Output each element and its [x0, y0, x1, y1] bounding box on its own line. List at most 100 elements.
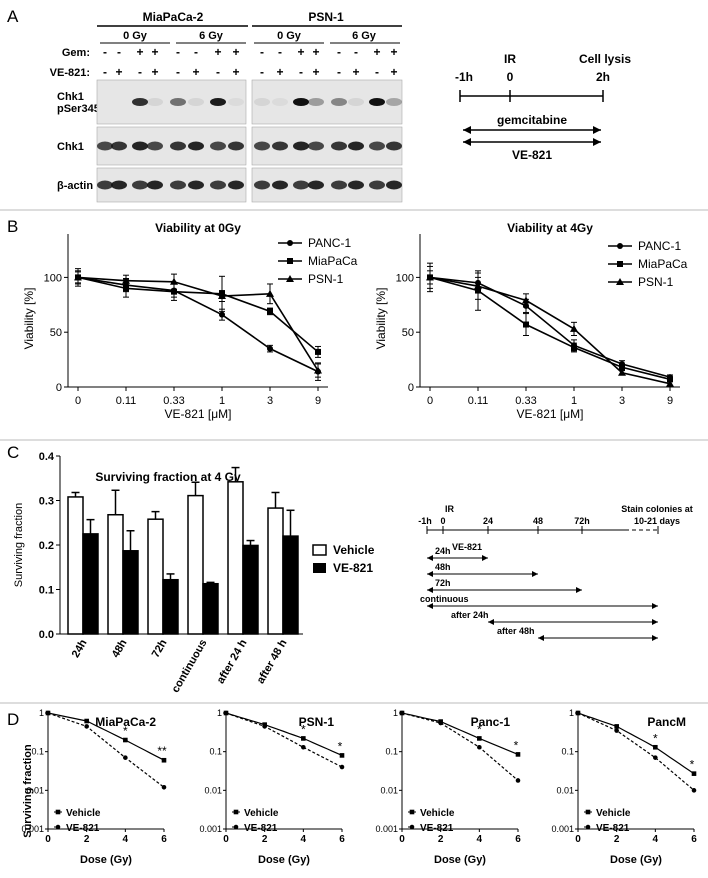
blot-band	[272, 141, 288, 151]
y-tick-label: 100	[396, 272, 414, 284]
panel-c-legend: Vehicle VE-821	[312, 543, 375, 575]
blot-band	[308, 98, 324, 106]
ve-sign: +	[192, 65, 199, 79]
data-point	[223, 710, 229, 716]
bar-ve821	[122, 550, 139, 635]
legend-label: MiaPaCa	[308, 254, 358, 268]
series-line	[77, 276, 319, 353]
data-point	[399, 710, 405, 716]
data-point	[218, 292, 226, 300]
timeline-ir-label: IR	[504, 52, 516, 66]
data-point	[219, 311, 225, 318]
gem-sign: +	[151, 45, 158, 59]
dose-label: 0 Gy	[277, 30, 302, 42]
legend-label: Vehicle	[66, 808, 101, 819]
data-point	[522, 296, 530, 304]
y-tick-label: 0.0	[39, 629, 54, 641]
significance-mark: *	[301, 722, 306, 736]
bar-ve821	[242, 544, 259, 635]
significance-mark: *	[690, 758, 695, 772]
bar-vehicle	[147, 518, 164, 635]
blot-label: pSer345	[57, 103, 100, 115]
x-tick-label: 48h	[110, 637, 130, 660]
data-point	[84, 724, 89, 729]
legend-marker	[409, 824, 415, 830]
x-tick-label: 0	[223, 834, 229, 845]
x-tick-label: 4	[477, 834, 483, 845]
data-point	[45, 710, 51, 716]
blot-band	[254, 98, 270, 106]
chart-title: Viability at 0Gy	[155, 221, 241, 235]
blot-band	[170, 180, 186, 190]
chart-viability-4gy: Viability at 4Gy 0 50 100 0 0.11 0.33 1 3 9 VE-821…	[374, 221, 688, 421]
x-tick-label: 0	[427, 395, 433, 407]
series-line	[77, 276, 319, 371]
chart-surviving-fraction-4gy: Surviving fraction at 4 Gy 0.0 0.1 0.2 0.3 0.…	[13, 451, 303, 695]
blot-band	[170, 98, 186, 106]
arrow-label-gemcitabine: gemcitabine	[497, 113, 567, 127]
x-tick-label: 4	[301, 834, 307, 845]
bar-vehicle	[227, 481, 244, 635]
series-line	[47, 712, 165, 788]
x-tick-label: 0.11	[468, 395, 489, 407]
ve-sign: +	[352, 65, 359, 79]
gem-sign: -	[103, 45, 107, 59]
blot-band	[386, 180, 402, 190]
blot-band	[147, 98, 163, 106]
data-point	[515, 778, 521, 783]
data-point	[123, 737, 128, 743]
blot-band	[293, 141, 309, 151]
legend-marker	[233, 824, 239, 830]
cell-line-label: MiaPaCa-2	[143, 10, 204, 24]
x-tick-label: 2	[438, 834, 444, 845]
significance-mark: **	[157, 744, 167, 758]
x-tick-label: 9	[315, 395, 321, 407]
timeline-tick-label: 48	[533, 516, 543, 526]
blot-band	[293, 98, 309, 106]
data-point	[691, 771, 697, 776]
significance-mark: *	[123, 724, 128, 738]
dose-label: 0 Gy	[123, 30, 148, 42]
timeline-drug-label: VE-821	[452, 542, 482, 552]
series-line	[577, 712, 695, 775]
data-point	[523, 321, 529, 328]
y-tick-label: 50	[50, 327, 62, 339]
ve-sign: -	[176, 65, 180, 79]
blot-band	[132, 141, 148, 151]
y-tick-label: 0.01	[556, 785, 574, 795]
dose-label: 6 Gy	[352, 30, 377, 42]
blot-band	[210, 98, 226, 106]
blot-band	[348, 141, 364, 151]
legend-label: VE-821	[596, 823, 630, 834]
legend-marker	[616, 278, 624, 285]
data-point	[123, 285, 129, 292]
ve-sign: -	[375, 65, 379, 79]
blot-band	[254, 180, 270, 190]
y-tick-label: 0.1	[561, 747, 574, 757]
timeline-tick-label: -1h	[455, 70, 473, 84]
x-tick-label: 0.33	[515, 395, 536, 407]
chart-title: Viability at 4Gy	[507, 221, 593, 235]
series-line	[401, 712, 519, 781]
x-tick-label: 0	[399, 834, 405, 845]
bar-ve821	[202, 582, 219, 635]
blot-band	[369, 180, 385, 190]
data-point	[570, 324, 578, 332]
timeline-arrow-label: 72h	[435, 578, 451, 588]
legend-marker	[286, 275, 294, 282]
significance-mark: *	[514, 738, 519, 752]
data-point	[267, 345, 273, 352]
legend-label: VE-821	[333, 561, 373, 575]
ve-sign: +	[151, 65, 158, 79]
data-point	[474, 282, 482, 290]
data-point	[267, 308, 273, 315]
series-line	[429, 276, 671, 381]
series-line	[225, 712, 343, 756]
data-point	[315, 348, 321, 355]
bar-vehicle	[67, 496, 84, 635]
data-point	[161, 784, 167, 790]
blot-band	[272, 180, 288, 190]
gem-sign: +	[297, 45, 304, 59]
